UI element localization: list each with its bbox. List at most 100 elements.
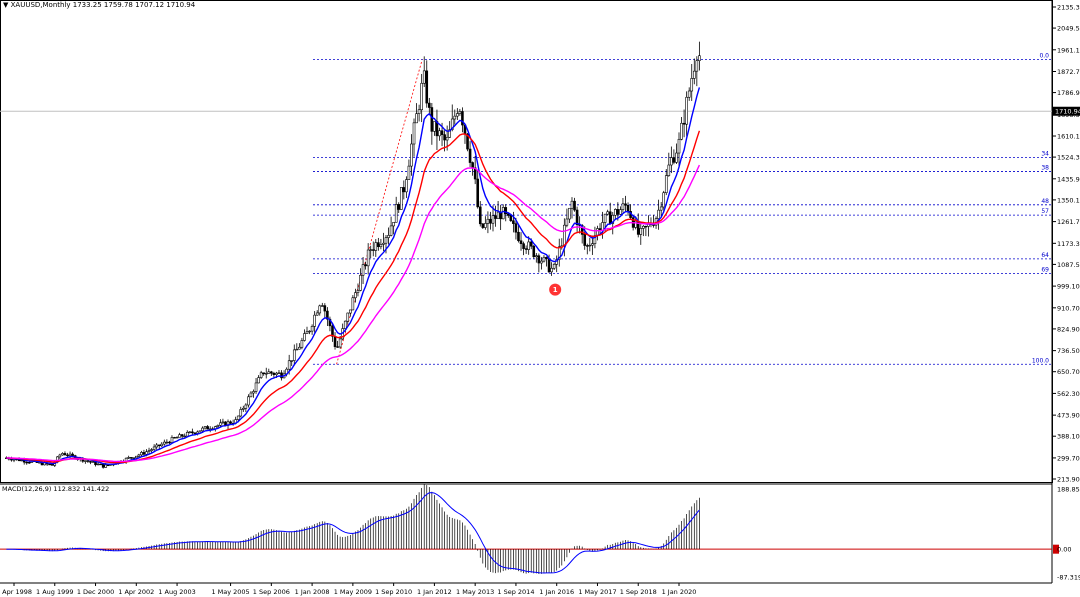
- candle: [392, 221, 395, 235]
- candle: [374, 239, 378, 257]
- candle: [389, 216, 393, 237]
- candle: [692, 58, 696, 85]
- candle: [106, 464, 110, 467]
- candle: [611, 211, 615, 235]
- candle: [573, 197, 576, 212]
- candle: [99, 463, 102, 466]
- candle: [147, 447, 151, 455]
- candle: [664, 169, 668, 196]
- y-tick-label: 562.30: [1057, 390, 1080, 398]
- candle: [596, 225, 599, 241]
- y-tick-label: 910.70: [1057, 304, 1080, 312]
- candle: [644, 225, 648, 237]
- macd-tick-label: 188.856: [1057, 486, 1080, 494]
- candle: [178, 432, 181, 438]
- x-tick-label: 1 Aug 1999: [36, 588, 74, 596]
- macd-label: MACD(12,26,9) 112.832 141.422: [2, 485, 110, 493]
- candle: [157, 444, 161, 449]
- event-marker[interactable]: 1: [549, 283, 562, 296]
- candle: [257, 375, 260, 384]
- candle: [298, 343, 301, 350]
- y-tick-label: 473.90: [1057, 412, 1080, 420]
- candle: [430, 102, 434, 145]
- candle: [262, 372, 265, 376]
- candle: [504, 204, 508, 222]
- candle: [557, 238, 561, 267]
- candle: [264, 367, 268, 379]
- y-tick-label: 1961.10: [1057, 46, 1080, 54]
- x-tick-label: 1 May 2009: [334, 588, 372, 596]
- candle: [165, 439, 169, 445]
- candle: [219, 419, 222, 427]
- candle: [667, 152, 671, 177]
- candle: [626, 202, 630, 216]
- macd-signal-line: [6, 492, 700, 574]
- candle: [675, 143, 678, 164]
- candle: [84, 460, 87, 464]
- candle: [191, 428, 194, 435]
- candle: [496, 200, 500, 219]
- y-tick-label: 1173.30: [1057, 240, 1080, 248]
- candle: [351, 295, 355, 311]
- candle: [690, 63, 694, 101]
- candle: [346, 312, 350, 325]
- candle: [206, 425, 209, 430]
- candle: [575, 206, 579, 232]
- candle: [282, 370, 286, 379]
- candle: [478, 201, 482, 227]
- candle: [677, 132, 681, 167]
- candle: [468, 141, 472, 167]
- candle: [356, 283, 360, 297]
- candle: [662, 190, 666, 213]
- candle: [249, 391, 253, 398]
- candle: [499, 204, 502, 231]
- x-tick-label: 1 Sep 2006: [253, 588, 290, 596]
- fib-label: 100.0: [1032, 357, 1049, 364]
- candle: [552, 262, 556, 271]
- candle: [61, 452, 64, 456]
- x-tick-label: 1 Jan 2008: [295, 588, 330, 596]
- fib-label: 57: [1041, 208, 1049, 215]
- fib-label: 69: [1041, 267, 1049, 274]
- symbol-header: ▼ XAUUSD,Monthly 1733.25 1759.78 1707.12…: [3, 1, 196, 9]
- candle: [621, 198, 625, 213]
- candle: [247, 394, 250, 408]
- candle: [170, 435, 174, 443]
- candle: [371, 241, 375, 257]
- y-tick-label: 2049.50: [1057, 25, 1080, 33]
- candle: [229, 420, 232, 425]
- y-tick-label: 299.70: [1057, 454, 1080, 462]
- candle: [619, 206, 622, 215]
- macd-tick-label: 0.00: [1057, 546, 1071, 554]
- candle: [417, 104, 421, 122]
- candle: [308, 330, 311, 335]
- candle: [639, 223, 643, 245]
- candle: [624, 195, 627, 212]
- candle: [402, 180, 406, 200]
- y-tick-label: 999.10: [1057, 283, 1080, 291]
- candle: [542, 255, 546, 263]
- candle: [290, 360, 294, 367]
- candle: [310, 324, 314, 335]
- candle: [369, 245, 373, 259]
- candle: [333, 332, 337, 350]
- candle: [570, 197, 574, 219]
- candle: [670, 146, 673, 174]
- x-tick-label: 1 Sep 2010: [375, 588, 412, 596]
- candle: [175, 436, 179, 439]
- candle: [318, 304, 322, 316]
- candle: [522, 241, 525, 256]
- y-tick-label: 1261.70: [1057, 218, 1080, 226]
- candle: [354, 288, 357, 303]
- event-marker-circle[interactable]: [549, 283, 562, 296]
- candle: [379, 238, 383, 250]
- fib-label: 64: [1041, 252, 1049, 259]
- candle: [461, 107, 464, 133]
- candle: [252, 389, 255, 398]
- candle: [682, 109, 686, 138]
- x-tick-label: 1 Sep 2018: [620, 588, 657, 596]
- candle: [188, 431, 192, 434]
- candle: [180, 433, 184, 439]
- candle: [652, 214, 655, 228]
